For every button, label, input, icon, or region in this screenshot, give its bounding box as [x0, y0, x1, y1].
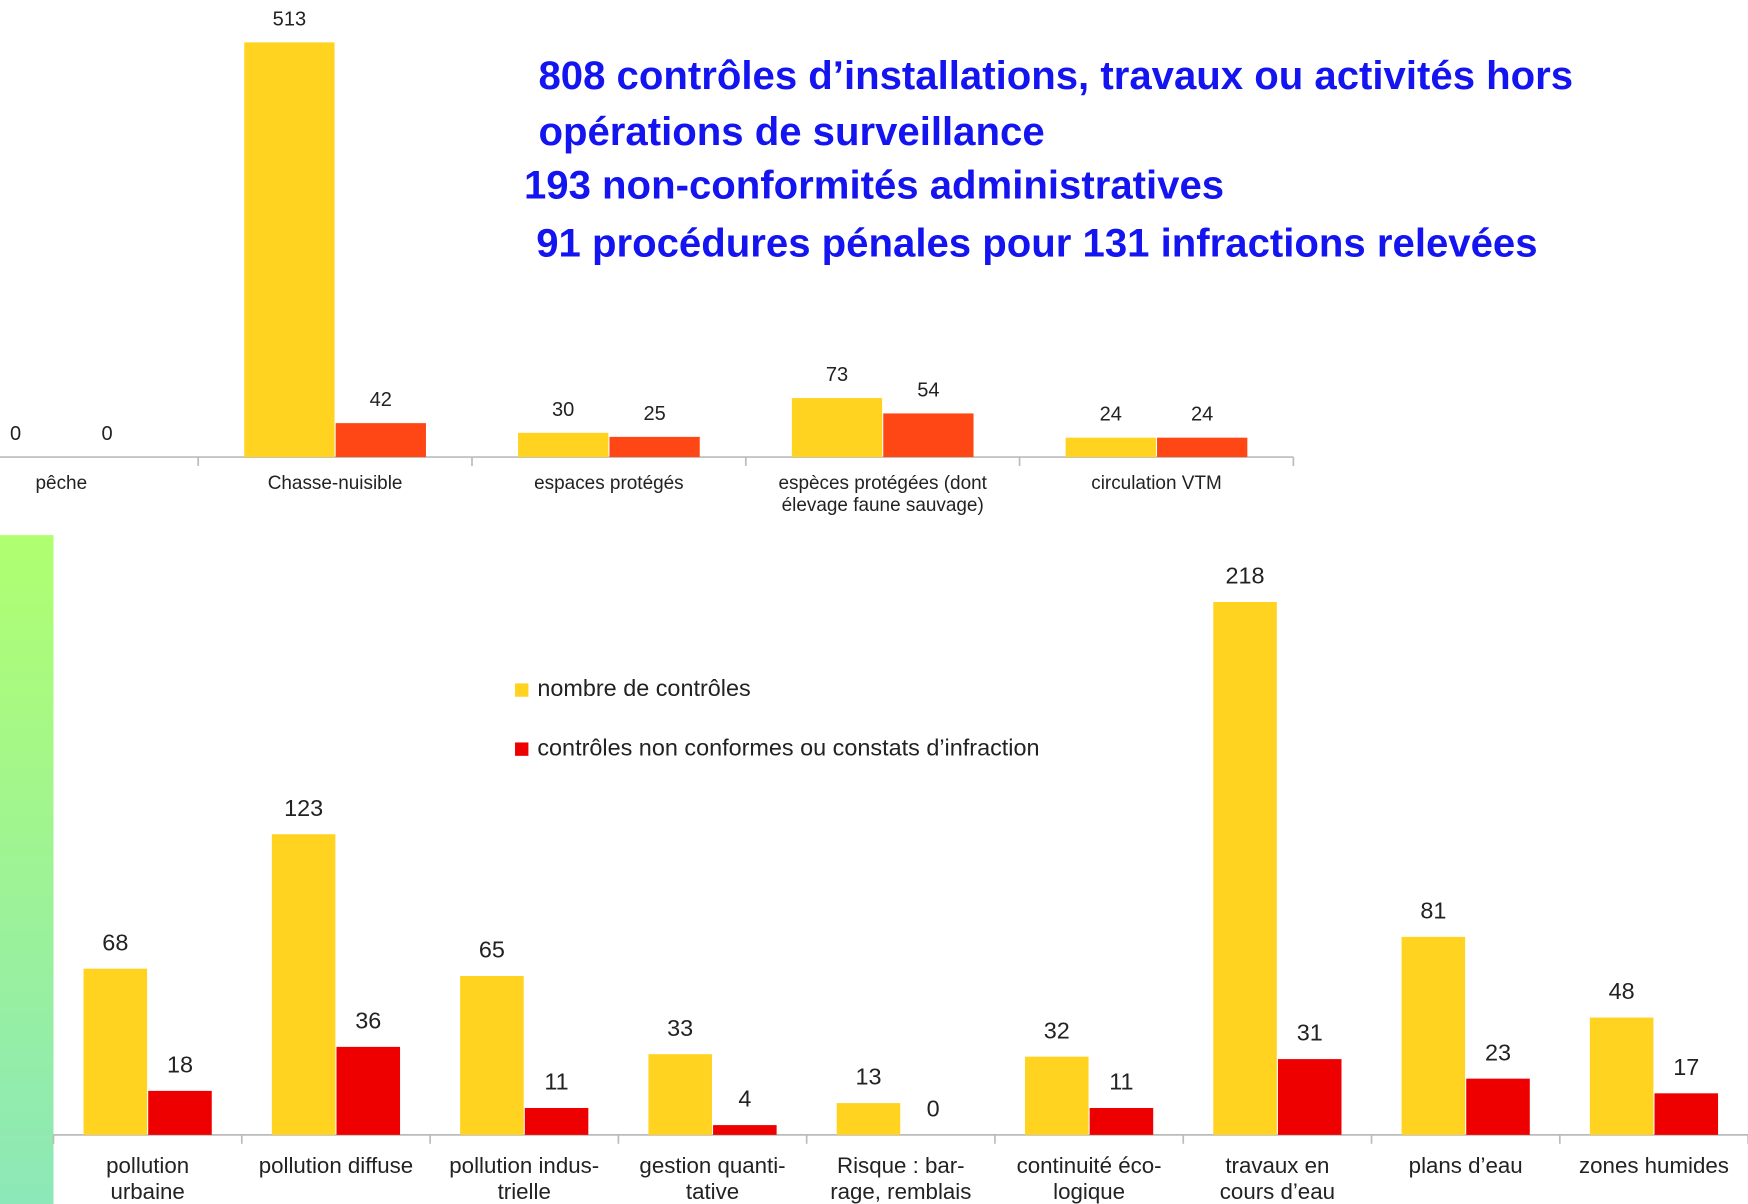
- x-tick-label: pollution indus-trielle: [449, 1153, 599, 1204]
- bar: [1654, 1093, 1719, 1135]
- bar: [713, 1125, 777, 1135]
- value-label: 13: [855, 1064, 881, 1090]
- value-label: 30: [552, 399, 574, 421]
- value-label: 0: [927, 1096, 940, 1122]
- value-label: 0: [10, 423, 21, 445]
- value-label: 33: [667, 1015, 693, 1041]
- bar: [83, 968, 148, 1135]
- side-band: [0, 535, 54, 1204]
- bar: [883, 413, 974, 458]
- legend-swatch: [515, 683, 529, 697]
- x-tick-label: espaces protégés: [534, 473, 684, 494]
- value-label: 65: [479, 937, 505, 963]
- value-label: 48: [1609, 978, 1635, 1004]
- value-label: 4: [738, 1086, 751, 1112]
- headline: opérations de surveillance: [538, 109, 1044, 154]
- x-tick-label: Risque : bar-rage, remblais: [830, 1153, 971, 1204]
- value-label: 36: [355, 1008, 381, 1034]
- bar: [1277, 1059, 1342, 1135]
- value-label: 68: [102, 929, 128, 955]
- bar: [1213, 602, 1277, 1135]
- x-tick-label: gestion quanti-tative: [639, 1153, 785, 1204]
- value-label: 218: [1226, 563, 1265, 589]
- bar: [524, 1107, 589, 1135]
- headline: 91 procédures pénales pour 131 infractio…: [536, 220, 1537, 265]
- bar: [648, 1054, 712, 1135]
- bar: [518, 432, 609, 458]
- value-label: 11: [544, 1069, 568, 1095]
- x-tick-label: espèces protégées (dont élevage faune sau…: [778, 473, 987, 516]
- legend-swatch: [515, 742, 529, 756]
- x-tick-label: pêche: [36, 473, 88, 494]
- value-label: 0: [101, 423, 112, 445]
- bar: [1589, 1017, 1654, 1135]
- x-tick-label: pollution urbaine: [106, 1153, 189, 1204]
- value-label: 32: [1044, 1017, 1070, 1043]
- value-label: 17: [1673, 1054, 1699, 1080]
- value-label: 11: [1109, 1069, 1133, 1095]
- legend-label: nombre de contrôles: [537, 675, 750, 701]
- value-label: 54: [917, 379, 939, 401]
- value-label: 73: [826, 364, 848, 386]
- bar: [1065, 437, 1156, 458]
- headline: 193 non-conformités administratives: [524, 162, 1224, 207]
- x-tick-label: travaux en cours d’eau: [1220, 1153, 1335, 1204]
- value-label: 18: [167, 1052, 193, 1078]
- value-label: 24: [1191, 404, 1213, 426]
- value-label: 81: [1420, 898, 1446, 924]
- bar: [1401, 936, 1466, 1135]
- bar: [1466, 1078, 1530, 1135]
- bar: [244, 42, 335, 458]
- bar: [791, 398, 883, 458]
- x-tick-label: plans d’eau: [1409, 1153, 1523, 1178]
- headline: 808 contrôles d’installations, travaux o…: [538, 53, 1573, 98]
- value-label: 31: [1297, 1020, 1323, 1046]
- bar: [836, 1103, 901, 1135]
- bar: [148, 1090, 212, 1135]
- bar: [336, 1046, 401, 1135]
- x-tick-label: Chasse-nuisible: [268, 473, 403, 494]
- bar: [609, 436, 700, 458]
- x-tick-label: zones humides: [1579, 1153, 1729, 1178]
- bar: [460, 975, 524, 1135]
- value-label: 513: [273, 8, 306, 30]
- bar: [1157, 437, 1248, 458]
- bar: [1089, 1107, 1154, 1135]
- legend-label: contrôles non conformes ou constats d’in…: [537, 734, 1039, 760]
- value-label: 123: [284, 795, 323, 821]
- bar: [1024, 1056, 1089, 1135]
- x-tick-label: pollution diffuse: [259, 1153, 413, 1178]
- bar: [335, 423, 426, 458]
- bar: [271, 834, 336, 1135]
- value-label: 42: [370, 389, 392, 411]
- value-label: 23: [1485, 1039, 1511, 1065]
- x-tick-label: continuité éco-logique: [1017, 1153, 1162, 1204]
- x-tick-label: circulation VTM: [1091, 473, 1222, 494]
- value-label: 25: [643, 403, 665, 425]
- value-label: 24: [1100, 404, 1122, 426]
